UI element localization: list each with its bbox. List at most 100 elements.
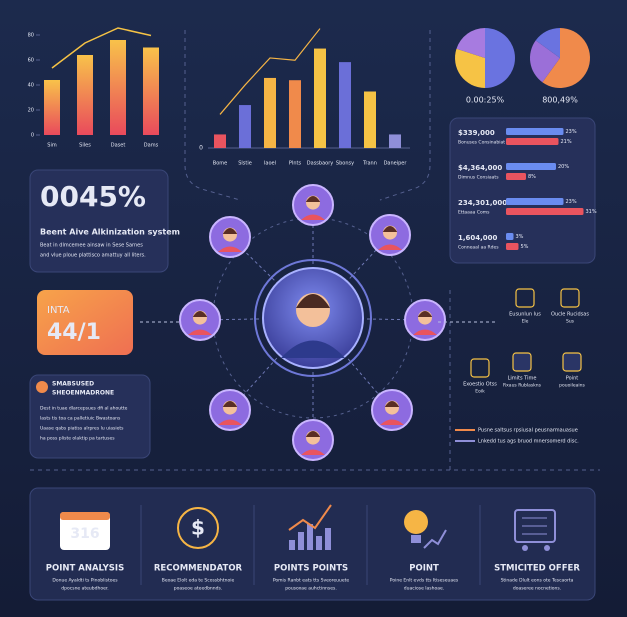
hbar-label: 5% [521, 244, 529, 250]
hbar-label: 23% [566, 199, 577, 205]
icon-bar [298, 532, 304, 550]
info-text: Dest in tuae dlarcepsues dfi al ahoutte [40, 406, 128, 412]
avatar-hair [192, 311, 208, 317]
bottom-title: STMICITED OFFER [494, 564, 580, 574]
icon-sub: Eoik [475, 389, 485, 395]
stat-value: 0045% [40, 180, 146, 213]
trend-line [219, 28, 321, 115]
bar [110, 40, 126, 135]
guide-line [184, 30, 241, 201]
info-text: Uaase qabs piatiss alrpres lu uiasiets [40, 426, 124, 432]
pie-slice [456, 28, 485, 58]
bar [143, 47, 159, 135]
icon-bar [307, 524, 313, 550]
y-tick-label: 20 [28, 108, 34, 114]
bar-label: Siles [79, 143, 91, 149]
bottom-text: dpocsne ateubdhoer. [61, 586, 108, 592]
stat-title: Beent Aive Alkinization system [40, 228, 180, 237]
bottom-text: doaseree nocnetions. [513, 586, 561, 592]
icon-label: Limits Time [508, 376, 537, 382]
avatar-body [218, 419, 242, 425]
bar [264, 77, 276, 148]
cart [514, 509, 556, 543]
hbar-label: 21% [561, 139, 572, 145]
bar-label: Daset [111, 143, 126, 149]
y-tick-label: 60 [28, 58, 34, 64]
icon-sub: pouoileains [559, 383, 585, 389]
legend-text: Lnkedd tus ags bruod mnersomerd disc. [478, 439, 579, 445]
pie-slice [455, 48, 485, 88]
coin [177, 507, 219, 549]
hbar-label: 3% [516, 234, 524, 240]
stat-text: and vlue ploue plattisco amattuy all lit… [40, 253, 146, 259]
info-text: lasts tis toa ca palletiuic Bwastoans [40, 416, 121, 422]
hub-hair [296, 294, 330, 308]
avatar-hair [384, 401, 400, 407]
icon-box [470, 358, 490, 378]
y-tick-label: 80 [28, 33, 34, 39]
bar-label: Iaoel [264, 161, 276, 167]
bar [214, 134, 226, 148]
trend-line [51, 27, 152, 69]
bottom-text: duaciose lashoae. [404, 586, 444, 592]
avatar-hair [305, 196, 321, 202]
hbar [506, 163, 556, 170]
row-sub: Conneaal aa Rdes [458, 245, 499, 251]
avatar-body [380, 419, 404, 425]
icon-sub: Rxaus Rublaskns [503, 383, 542, 389]
avatar-hair [222, 401, 238, 407]
pie-label: 800,49% [542, 96, 578, 105]
info-title: SHEOENMADRONE [52, 390, 114, 397]
pie-label: 0.00:25% [466, 96, 505, 105]
stat-text: Beat in dlmcemee ainsaw in Sese Sarnes [40, 243, 143, 249]
icon-label: Point [566, 376, 578, 382]
icon-box [560, 288, 580, 308]
row-sub: Dimnus Consiaats [458, 175, 499, 181]
hbar [506, 208, 584, 215]
card [29, 374, 151, 459]
bottom-text: Poine Enlt evds tts Itiseseuaes [390, 578, 459, 584]
icon-sub: Ele [522, 319, 529, 325]
calendar-value: 316 [70, 526, 99, 542]
bar-label: Daneiper [384, 161, 408, 167]
icon [36, 381, 48, 393]
legend-text: Pusne saltsus rpsiusal peusnarmauasue [478, 428, 578, 434]
avatar-hair [305, 431, 321, 437]
hbar [506, 128, 564, 135]
icon-label: Oucle Rucidsas [551, 312, 589, 318]
pie-slice [530, 40, 560, 83]
calendar [60, 512, 110, 550]
highlight-line: INTA [47, 305, 70, 316]
info-text: ha poss pliste olaktip pa tartuses [40, 436, 115, 442]
bar-label: Trann [362, 161, 377, 167]
bar [77, 55, 93, 135]
avatar-body [218, 246, 242, 252]
card [449, 117, 596, 264]
bar [44, 80, 60, 135]
icon-label: Eusunlun lus [509, 312, 541, 318]
y-tick-label: 40 [28, 83, 34, 89]
bottom-text: pousoxae auhctinnses. [285, 586, 337, 592]
bottom-title: POINT [409, 564, 439, 574]
pie-slice [535, 28, 560, 58]
calendar-top [60, 512, 110, 520]
bar-label: Slstie [238, 161, 252, 167]
highlight-card [37, 290, 133, 355]
bar-label: Dams [144, 143, 159, 149]
bar-label: Bome [213, 161, 227, 167]
avatar-hair [382, 226, 398, 232]
hbar-label: 23% [566, 129, 577, 135]
hbar [506, 138, 559, 145]
avatar-body [413, 329, 437, 335]
wheel [522, 545, 528, 551]
icon-box [512, 352, 532, 372]
bar [239, 105, 251, 148]
icon-bar [325, 528, 331, 550]
icon-bar [289, 540, 295, 550]
bottom-title: RECOMMENDATOR [154, 564, 243, 574]
row-label: $4,364,000 [458, 164, 502, 172]
bottom-title: POINT ANALYSIS [46, 564, 124, 574]
bulb [404, 510, 428, 534]
